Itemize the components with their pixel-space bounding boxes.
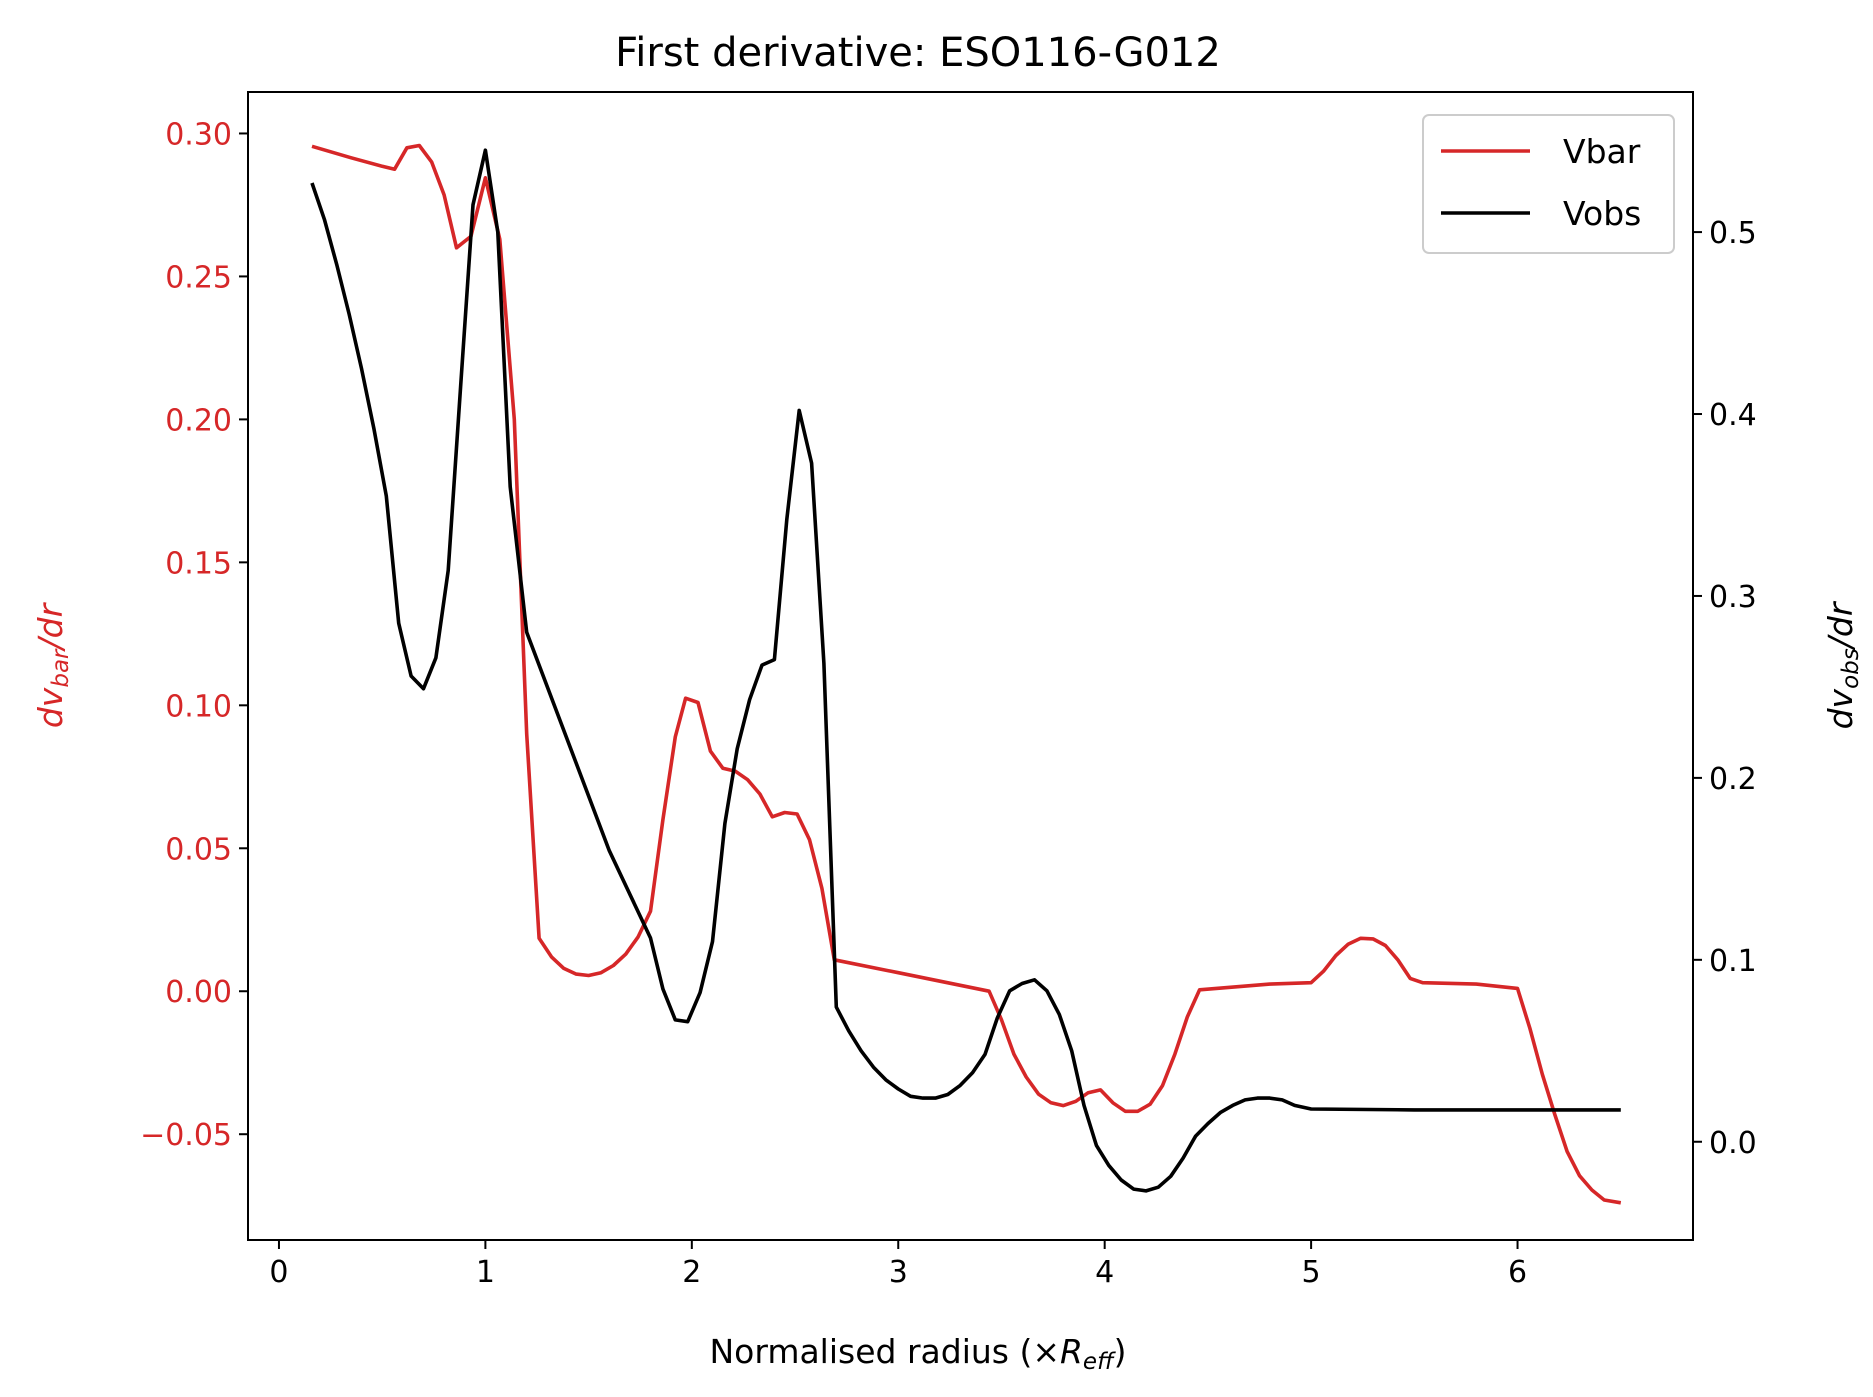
left-y-axis-label: dvbar/dr <box>31 601 74 728</box>
right-y-tick-label: 0.1 <box>1709 944 1757 979</box>
left-y-tick-label: 0.20 <box>165 403 232 438</box>
left-y-tick-label: 0.00 <box>165 975 232 1010</box>
series-line-vbar <box>311 143 1622 1205</box>
legend-label-vbar: Vbar <box>1563 132 1641 171</box>
x-tick-label: 0 <box>269 1255 288 1290</box>
left-y-tick-label: 0.25 <box>165 260 232 295</box>
right-y-tick-label: 0.4 <box>1709 398 1757 433</box>
x-tick-label: 6 <box>1508 1255 1527 1290</box>
chart-title: First derivative: ESO116-G012 <box>615 30 1221 76</box>
right-y-tick-label: 0.5 <box>1709 216 1757 251</box>
left-y-tick-label: 0.05 <box>165 832 232 867</box>
x-tick-label: 2 <box>682 1255 701 1290</box>
right-y-tick-label: 0.0 <box>1709 1126 1757 1161</box>
right-y-axis-label: dvobs/dr <box>1821 600 1864 729</box>
left-y-tick-label: −0.05 <box>140 1118 232 1153</box>
x-tick-label: 3 <box>889 1255 908 1290</box>
left-y-tick-label: 0.30 <box>165 117 232 152</box>
x-tick-label: 1 <box>476 1255 495 1290</box>
legend-label-vobs: Vobs <box>1563 194 1641 233</box>
plot-frame <box>247 91 1694 1241</box>
x-tick-label: 5 <box>1302 1255 1321 1290</box>
right-y-tick-label: 0.2 <box>1709 762 1757 797</box>
chart-marks <box>310 143 1622 1205</box>
legend: Vbar Vobs <box>1422 114 1675 254</box>
right-y-tick-label: 0.3 <box>1709 580 1757 615</box>
x-tick-label: 4 <box>1095 1255 1114 1290</box>
left-y-tick-label: 0.15 <box>165 546 232 581</box>
left-y-tick-label: 0.10 <box>165 689 232 724</box>
series-line-vobs <box>310 148 1621 1193</box>
axis-ticks: 0 1 2 3 4 5 6 0.30 0.25 0.20 0.15 0.10 0.05 0.00 −0.05… <box>140 117 1757 1290</box>
x-axis-label: Normalised radius (×Reff) <box>709 1332 1126 1375</box>
